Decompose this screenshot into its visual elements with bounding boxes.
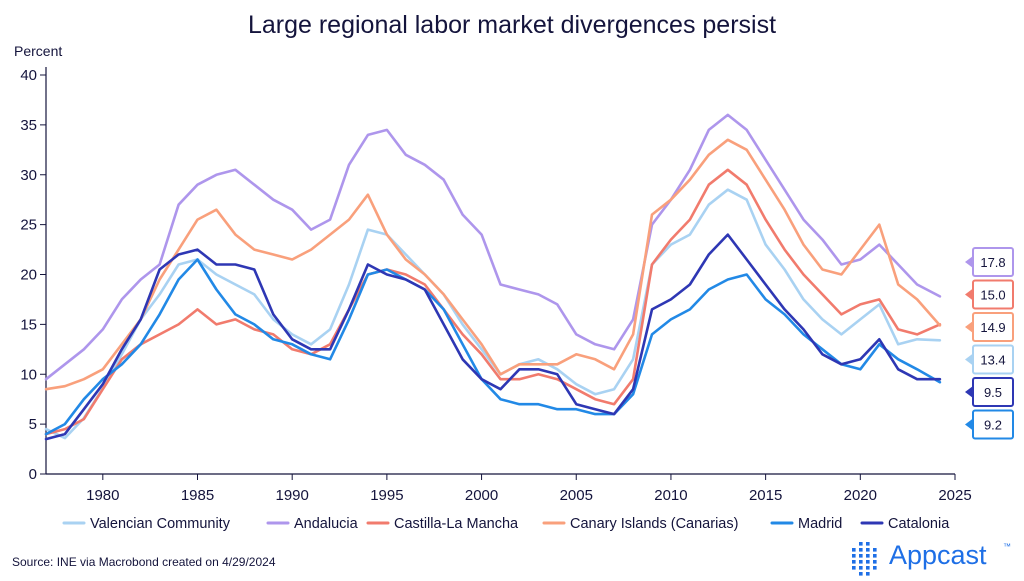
y-tick-label: 20 [20,267,37,284]
end-label-value: 9.5 [984,385,1002,400]
logo-dot [866,554,870,558]
x-tick-label: 2005 [560,487,593,504]
legend-label: Valencian Community [90,516,231,532]
logo-dot [866,566,870,570]
legend-item: Madrid [770,516,842,532]
x-tick-label: 2000 [465,487,498,504]
end-label-pointer [965,386,973,398]
logo-dot [866,548,870,552]
plot-area [44,113,942,441]
x-tick-label: 1985 [181,487,214,504]
end-label-pointer [965,256,973,268]
legend-label: Madrid [798,516,842,532]
y-tick-label: 25 [20,217,37,234]
legend-item: Valencian Community [62,516,231,532]
logo-dot [866,542,870,546]
logo-dot [852,566,856,570]
end-label: 13.4 [965,344,1014,375]
y-tick-label: 15 [20,316,37,333]
logo-dot [852,554,856,558]
legend-label: Canary Islands (Canarias) [570,516,738,532]
logo-dot [859,542,863,546]
logo-dot [852,560,856,564]
logo-dot [866,560,870,564]
logo-dot [873,548,877,552]
end-labels: 17.8 15.0 14.9 13.4 9.5 9.2 [965,247,1014,440]
end-label: 15.0 [965,279,1014,310]
legend: Valencian Community Andalucia Castilla-La … [62,516,950,532]
legend-item: Castilla-La Mancha [366,516,519,532]
end-label-value: 9.2 [984,418,1002,433]
chart-title: Large regional labor market divergences … [248,11,776,39]
series-line-madrid [44,258,942,436]
end-label-value: 15.0 [980,288,1005,303]
y-tick-label: 0 [29,466,37,483]
x-tick-label: 2015 [749,487,782,504]
series-line-castilla-la-mancha [44,168,942,436]
logo-dot [859,554,863,558]
y-axis-label: Percent [14,43,62,59]
appcast-trademark: ™ [1003,542,1011,551]
y-tick-label: 35 [20,117,37,134]
logo-dot [859,548,863,552]
legend-item: Canary Islands (Canarias) [542,516,738,532]
logo-dot [873,560,877,564]
logo-dot [859,566,863,570]
end-label: 9.2 [965,409,1014,440]
end-label: 14.9 [965,312,1014,342]
x-tick-label: 2020 [844,487,877,504]
series-line-catalonia [44,233,942,441]
legend-item: Catalonia [860,516,950,532]
series-line-canary-islands-canarias [44,138,942,391]
end-label-pointer [965,353,973,366]
appcast-logo-icon [852,542,877,576]
appcast-logo-text: Appcast [889,540,987,570]
end-label: 9.5 [965,377,1014,407]
logo-dot [873,566,877,570]
legend-label: Andalucia [294,516,359,532]
series-line-valencian-community [44,188,942,440]
x-tick-label: 1990 [276,487,309,504]
y-tick-label: 40 [20,67,37,84]
end-label-pointer [965,418,973,431]
x-tick-label: 1980 [86,487,119,504]
y-tick-label: 30 [20,167,37,184]
legend-item: Andalucia [266,516,359,532]
series-line-andalucia [44,113,942,381]
appcast-logo: Appcast ™ [852,540,1011,576]
source-note: Source: INE via Macrobond created on 4/2… [12,555,276,569]
end-label: 17.8 [965,247,1014,277]
end-label-pointer [965,321,973,333]
end-label-value: 13.4 [980,353,1005,368]
end-label-value: 17.8 [980,255,1005,270]
logo-dot [852,548,856,552]
x-tick-label: 1995 [370,487,403,504]
logo-dot [859,572,863,576]
legend-label: Castilla-La Mancha [394,516,519,532]
end-label-value: 14.9 [980,320,1005,335]
x-tick-label: 2010 [654,487,687,504]
x-tick-label: 2025 [938,487,971,504]
logo-dot [873,554,877,558]
logo-dot [859,560,863,564]
end-label-pointer [965,288,973,301]
logo-dot [866,572,870,576]
y-tick-label: 10 [20,366,37,383]
y-tick-label: 5 [29,416,37,433]
legend-label: Catalonia [888,516,950,532]
